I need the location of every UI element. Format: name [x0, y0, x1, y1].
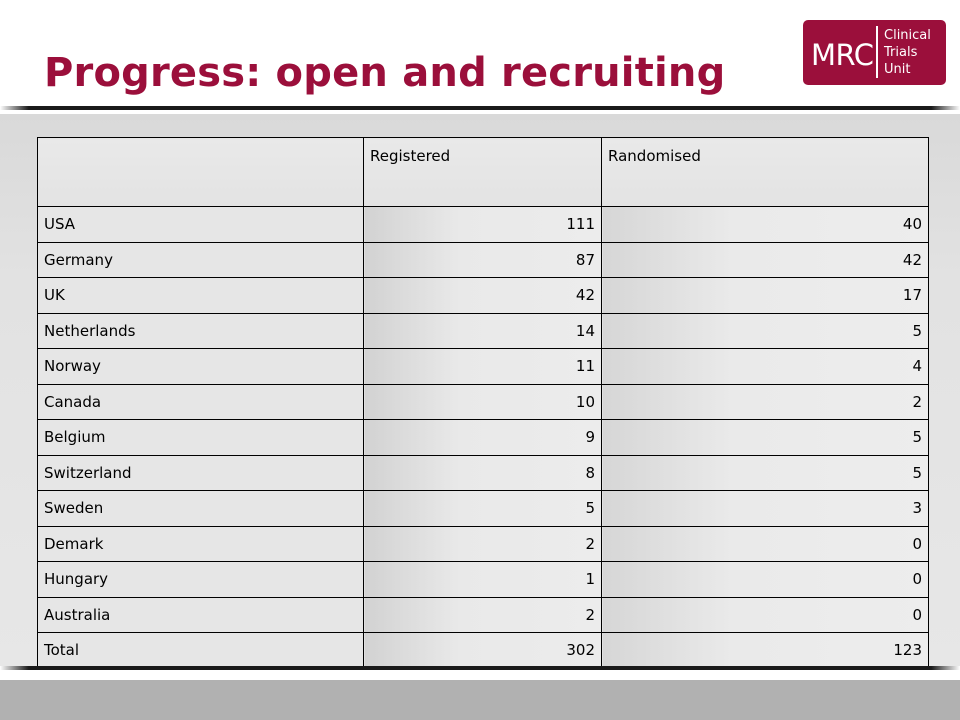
country-cell: Switzerland — [37, 454, 364, 491]
country-cell: Hungary — [37, 561, 364, 598]
table-row: UK 42 17 — [37, 277, 929, 314]
country-cell: Sweden — [37, 490, 364, 527]
registered-cell: 87 — [363, 241, 602, 278]
randomised-cell: 5 — [601, 454, 929, 491]
logo-line-3: Unit — [884, 62, 911, 77]
country-cell: UK — [37, 277, 364, 314]
table-row: Switzerland 8 5 — [37, 454, 929, 491]
table-row: Belgium 9 5 — [37, 419, 929, 456]
total-label-cell: Total — [37, 632, 364, 669]
footer-rule — [0, 666, 960, 670]
country-cell: Belgium — [37, 419, 364, 456]
registered-cell: 2 — [363, 596, 602, 633]
randomised-cell: 2 — [601, 383, 929, 420]
header-rule — [0, 106, 960, 110]
registered-cell: 14 — [363, 312, 602, 349]
total-registered-cell: 302 — [363, 632, 602, 669]
table-row: Canada 10 2 — [37, 383, 929, 420]
randomised-cell: 4 — [601, 348, 929, 385]
registered-cell: 1 — [363, 561, 602, 598]
randomised-cell: 40 — [601, 206, 929, 243]
page-title: Progress: open and recruiting — [44, 50, 726, 96]
registered-cell: 9 — [363, 419, 602, 456]
table-row: Germany 87 42 — [37, 241, 929, 278]
randomised-cell: 5 — [601, 419, 929, 456]
randomised-cell: 0 — [601, 561, 929, 598]
logo-divider — [876, 26, 878, 78]
table-row: Demark 2 0 — [37, 525, 929, 562]
total-randomised-cell: 123 — [601, 632, 929, 669]
registered-cell: 8 — [363, 454, 602, 491]
table-total-row: Total 302 123 — [37, 632, 929, 669]
registered-cell: 2 — [363, 525, 602, 562]
registered-cell: 5 — [363, 490, 602, 527]
country-cell: Germany — [37, 241, 364, 278]
registered-cell: 11 — [363, 348, 602, 385]
table-row: Australia 2 0 — [37, 596, 929, 633]
header-registered: Registered — [363, 137, 602, 207]
recruitment-table: Registered Randomised USA 111 40 Germany… — [37, 137, 929, 669]
table-header-row: Registered Randomised — [37, 137, 929, 207]
registered-cell: 111 — [363, 206, 602, 243]
randomised-cell: 5 — [601, 312, 929, 349]
mrc-ctu-logo: MRC Clinical Trials Unit — [803, 20, 946, 85]
randomised-cell: 17 — [601, 277, 929, 314]
randomised-cell: 42 — [601, 241, 929, 278]
randomised-cell: 0 — [601, 525, 929, 562]
header-randomised: Randomised — [601, 137, 929, 207]
logo-line-1: Clinical — [884, 28, 931, 43]
country-cell: Norway — [37, 348, 364, 385]
country-cell: Demark — [37, 525, 364, 562]
footer-band — [0, 680, 960, 720]
country-cell: Netherlands — [37, 312, 364, 349]
logo-line-2: Trials — [884, 45, 918, 60]
randomised-cell: 0 — [601, 596, 929, 633]
registered-cell: 10 — [363, 383, 602, 420]
table-row: Hungary 1 0 — [37, 561, 929, 598]
logo-mark: MRC — [811, 38, 874, 72]
logo-subtitle: Clinical Trials Unit — [884, 27, 931, 78]
registered-cell: 42 — [363, 277, 602, 314]
country-cell: USA — [37, 206, 364, 243]
table-row: Sweden 5 3 — [37, 490, 929, 527]
country-cell: Canada — [37, 383, 364, 420]
table-row: Norway 11 4 — [37, 348, 929, 385]
country-cell: Australia — [37, 596, 364, 633]
table-row: Netherlands 14 5 — [37, 312, 929, 349]
randomised-cell: 3 — [601, 490, 929, 527]
table-row: USA 111 40 — [37, 206, 929, 243]
header-country — [37, 137, 364, 207]
